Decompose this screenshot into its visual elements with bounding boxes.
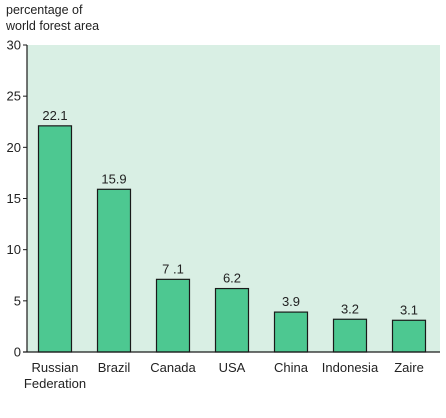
bar <box>332 318 368 353</box>
bar <box>155 278 191 353</box>
data-label: 3.1 <box>400 302 418 317</box>
y-tick-label: 0 <box>14 345 21 360</box>
data-label: 3.9 <box>282 294 300 309</box>
category-label: USA <box>219 360 246 375</box>
y-tick-label: 25 <box>7 89 21 104</box>
category-label: Federation <box>24 376 86 391</box>
y-tick-label: 10 <box>7 242 21 257</box>
data-labels: 22.1 15.9 7 .1 6.2 3.9 3.2 3.1 <box>42 108 418 317</box>
data-label: 6.2 <box>223 271 241 286</box>
data-label: 22.1 <box>42 108 67 123</box>
y-tick-label: 20 <box>7 140 21 155</box>
bar <box>96 188 132 353</box>
category-label: Indonesia <box>322 360 379 375</box>
category-label: China <box>274 360 309 375</box>
y-tick-label: 15 <box>7 191 21 206</box>
data-label: 15.9 <box>101 171 126 186</box>
bar <box>37 125 73 353</box>
category-label: Zaire <box>394 360 424 375</box>
y-tick-label: 5 <box>14 293 21 308</box>
data-label: 3.2 <box>341 301 359 316</box>
y-axis-ticks: 0 5 10 15 20 25 30 <box>7 38 27 360</box>
bar <box>214 287 250 353</box>
category-label: Canada <box>150 360 196 375</box>
y-axis-title-line-1: percentage of <box>6 3 83 17</box>
bar <box>273 311 309 353</box>
y-axis-title-line-2: world forest area <box>5 19 99 33</box>
category-label: Brazil <box>98 360 131 375</box>
y-tick-label: 30 <box>7 38 21 53</box>
bar <box>391 319 427 353</box>
category-label: Russian <box>32 360 79 375</box>
data-label: 7 .1 <box>162 261 184 276</box>
